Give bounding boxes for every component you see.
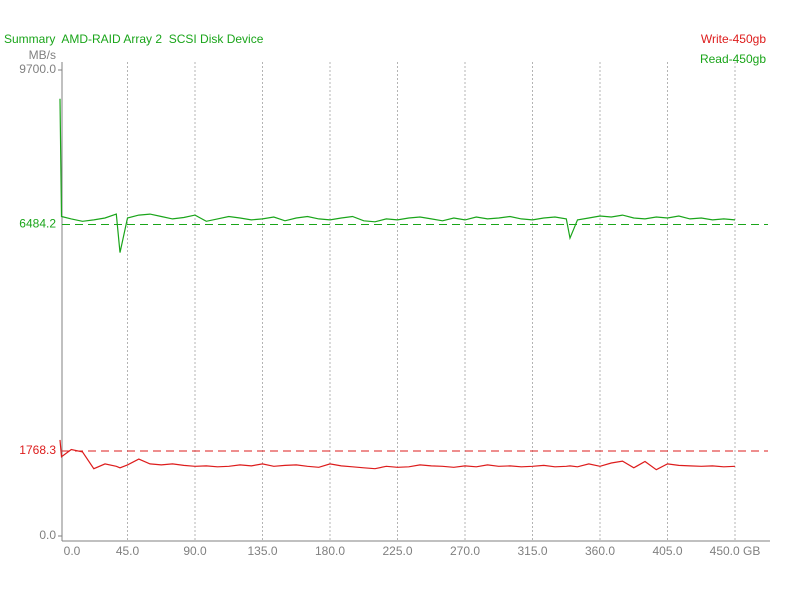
x-tick-label: 270.0 [450, 544, 480, 558]
y-tick-label: 0.0 [39, 528, 56, 542]
x-tick-label: 450.0 GB [710, 544, 761, 558]
x-tick-label: 0.0 [64, 544, 81, 558]
legend-entry: Write-450gb [701, 32, 766, 46]
average-label: 6484.2 [19, 217, 56, 231]
y-tick-label: 9700.0 [19, 62, 56, 76]
x-tick-label: 405.0 [652, 544, 682, 558]
series-line [59, 439, 736, 471]
legend-entry: Read-450gb [700, 52, 766, 66]
x-tick-label: 225.0 [382, 544, 412, 558]
x-tick-label: 45.0 [116, 544, 140, 558]
x-tick-label: 360.0 [585, 544, 615, 558]
y-axis-label: MB/s [29, 48, 56, 62]
x-tick-label: 315.0 [517, 544, 547, 558]
x-tick-label: 135.0 [247, 544, 277, 558]
average-label: 1768.3 [19, 443, 56, 457]
x-tick-label: 180.0 [315, 544, 345, 558]
chart-title: Summary AMD-RAID Array 2 SCSI Disk Devic… [4, 32, 264, 46]
x-tick-label: 90.0 [183, 544, 207, 558]
series-line [59, 98, 736, 253]
